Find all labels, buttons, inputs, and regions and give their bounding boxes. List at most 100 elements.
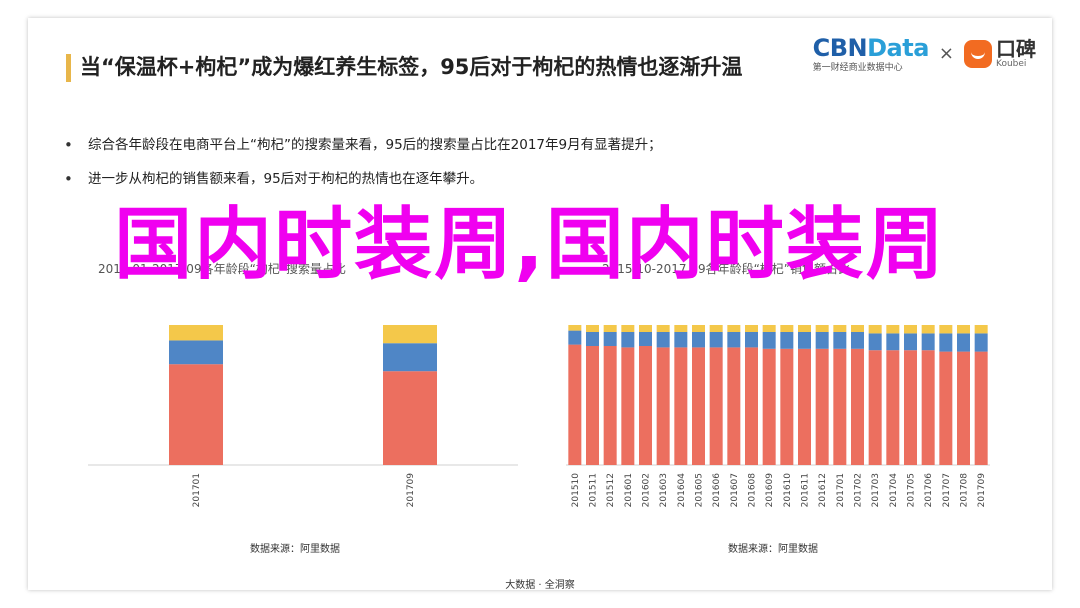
- chart-2-bar-201607-segment-1: [727, 347, 741, 465]
- chart-2-tick-label: 201608: [748, 473, 758, 508]
- chart-2-tick-label: 201704: [889, 473, 899, 508]
- chart-2-bar-201611-segment-2: [798, 332, 811, 349]
- chart-2-tick-label: 201708: [960, 473, 970, 508]
- times-icon: ×: [938, 43, 954, 64]
- chart-2-bar-201707-segment-1: [939, 351, 953, 465]
- koubei-cn-text: 口碑: [996, 36, 1036, 61]
- chart-2-bar-201702-segment-2: [851, 332, 864, 349]
- chart-2-bar-201607-segment-2: [727, 332, 741, 348]
- chart-2-bar-201609-segment-3: [762, 325, 776, 332]
- footer-slogan: 大数据 · 全洞察: [505, 580, 575, 591]
- chart-2-bar-201605-segment-3: [692, 325, 705, 332]
- logo-group: CBNData 第一财经商业数据中心 × 口碑 Koubei: [813, 34, 1036, 73]
- chart-2-tick-label: 201705: [907, 473, 917, 507]
- chart-2-bar-201604-segment-2: [674, 332, 688, 348]
- chart-2-tick-label: 201609: [765, 473, 775, 508]
- koubei-logo: 口碑 Koubei: [964, 39, 1036, 69]
- chart-1-tick-label: 201709: [406, 473, 416, 508]
- chart-2-bar-201705-segment-3: [904, 325, 917, 334]
- chart-2-bar-201709-segment-1: [974, 351, 988, 465]
- chart-1-tick-label: 201701: [192, 473, 202, 507]
- chart-2-tick-label: 201512: [606, 473, 616, 507]
- chart-2-tick-label: 201709: [977, 473, 987, 508]
- chart-2-bar-201608-segment-3: [745, 325, 758, 332]
- chart-2-bar-201602-segment-3: [639, 325, 652, 332]
- chart-2-tick-label: 201605: [695, 473, 705, 507]
- chart-2-bar-201612-segment-1: [815, 348, 829, 465]
- chart-1-source: 数据来源：阿里数据: [250, 544, 340, 555]
- chart-2-bar-201608-segment-1: [745, 347, 758, 465]
- chart-2-bar-201609-segment-1: [762, 348, 776, 465]
- chart-1-bar-201701-segment-3: [169, 325, 223, 341]
- chart-2-tick-label: 201602: [642, 473, 652, 507]
- chart-2-bar-201512-segment-1: [603, 346, 617, 465]
- chart-2-bar-201702-segment-3: [851, 325, 864, 332]
- chart-2-bar-201705-segment-1: [904, 350, 917, 465]
- chart-2-bar-201601-segment-3: [621, 325, 635, 332]
- chart-2-bar-201511-segment-2: [586, 332, 599, 346]
- data-text: Data: [867, 34, 929, 62]
- chart-2-bar-201701-segment-2: [833, 332, 847, 349]
- bullet-list: 综合各年龄段在电商平台上“枸杞”的搜索量来看，95后的搜索量占比在2017年9月…: [64, 128, 964, 196]
- chart-2-bar-201606-segment-1: [709, 347, 723, 465]
- chart-2-tick-label: 201611: [801, 473, 811, 507]
- chart-2-tick-label: 201706: [924, 473, 934, 508]
- chart-2-bar-201611-segment-3: [798, 325, 811, 332]
- koubei-smile-icon: [964, 39, 992, 68]
- koubei-wordmark: 口碑 Koubei: [996, 39, 1036, 69]
- chart-2-bar-201603-segment-3: [656, 325, 670, 332]
- chart-2-bar-201511-segment-3: [586, 325, 599, 332]
- chart-2-bar-201703-segment-3: [868, 325, 882, 334]
- chart-2-tick-label: 201612: [818, 473, 828, 507]
- chart-2-bar-201606-segment-2: [709, 332, 723, 348]
- chart-2-tick-label: 201607: [730, 473, 740, 507]
- chart-2-bar-201709-segment-2: [974, 333, 988, 352]
- chart-2-bar-201610-segment-1: [780, 348, 794, 465]
- chart-2-tick-label: 201511: [589, 473, 599, 507]
- chart-2-bar-201607-segment-3: [727, 325, 741, 332]
- chart-2-tick-label: 201510: [571, 473, 581, 508]
- chart-2-bar-201702-segment-1: [851, 348, 864, 465]
- chart-2-bar-201605-segment-1: [692, 347, 705, 465]
- chart-2-bar-201709-segment-3: [974, 325, 988, 334]
- chart-2-bar-201701-segment-3: [833, 325, 847, 332]
- bullet-item: 综合各年龄段在电商平台上“枸杞”的搜索量来看，95后的搜索量占比在2017年9月…: [64, 128, 964, 162]
- chart-2-bar-201604-segment-3: [674, 325, 688, 332]
- chart-2-bar-201612-segment-3: [815, 325, 829, 332]
- bullet-item: 进一步从枸杞的销售额来看，95后对于枸杞的热情也在逐年攀升。: [64, 162, 964, 196]
- cbndata-logo: CBNData 第一财经商业数据中心: [813, 34, 930, 73]
- chart-1-bar-201701-segment-1: [169, 364, 223, 465]
- chart-2-bar-201704-segment-2: [886, 333, 900, 351]
- chart-2-bar-201510-segment-3: [568, 325, 582, 331]
- slide: 当“保温杯+枸杞”成为爆红养生标签，95后对于枸杞的热情也逐渐升温 CBNDat…: [28, 18, 1052, 591]
- chart-2-bar-201612-segment-2: [815, 332, 829, 349]
- chart-2-bar-201603-segment-2: [656, 332, 670, 348]
- title-accent-bar: [66, 54, 71, 82]
- chart-2-tick-label: 201707: [942, 473, 952, 507]
- chart-2-title: 2015.10-2017.09各年龄段“枸杞”销售额占比: [602, 262, 851, 276]
- chart-2-bar-201510-segment-1: [568, 344, 582, 465]
- chart-2-tick-label: 201703: [871, 473, 881, 507]
- chart-1-bar-201709-segment-2: [383, 343, 437, 372]
- chart-1-title: 2017.01-2017.09各年龄段“枸杞”搜索量占比: [98, 262, 347, 276]
- chart-2-bar-201706-segment-3: [921, 325, 935, 334]
- chart-2-source: 数据来源：阿里数据: [728, 544, 818, 555]
- slide-title: 当“保温杯+枸杞”成为爆红养生标签，95后对于枸杞的热情也逐渐升温: [80, 55, 743, 79]
- chart-2-tick-label: 201701: [836, 473, 846, 507]
- chart-2-bar-201602-segment-2: [639, 332, 652, 346]
- chart-2-bar-201707-segment-2: [939, 333, 953, 352]
- chart-2-bar-201604-segment-1: [674, 347, 688, 465]
- chart-2-bar-201606-segment-3: [709, 325, 723, 332]
- chart-2-bar-201704-segment-1: [886, 350, 900, 465]
- chart-2-bar-201705-segment-2: [904, 333, 917, 351]
- chart-2-bar-201608-segment-2: [745, 332, 758, 348]
- chart-2-tick-label: 201610: [783, 473, 793, 508]
- chart-2-tick-label: 201702: [854, 473, 864, 507]
- cbndata-wordmark: CBNData: [813, 34, 930, 62]
- chart-2-bar-201706-segment-2: [921, 333, 935, 351]
- chart-2-bar-201703-segment-1: [868, 350, 882, 465]
- chart-2-bar-201610-segment-3: [780, 325, 794, 332]
- chart-2-bar-201703-segment-2: [868, 333, 882, 351]
- chart-2-bar-201511-segment-1: [586, 346, 599, 465]
- chart-2-bar-201601-segment-1: [621, 347, 635, 465]
